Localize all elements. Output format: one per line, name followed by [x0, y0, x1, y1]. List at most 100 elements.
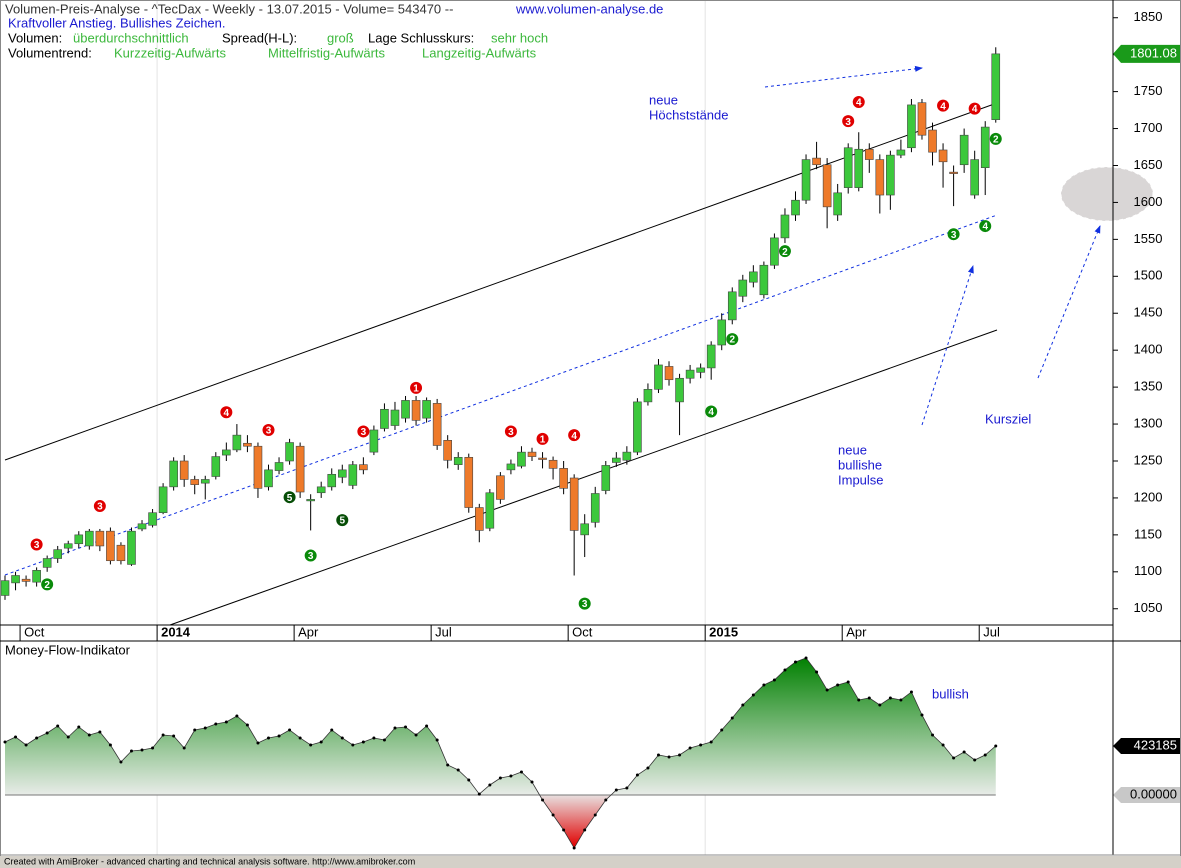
candle-body: [243, 442, 252, 447]
candle-body: [74, 534, 84, 545]
point: [836, 683, 840, 687]
point: [509, 774, 513, 778]
candle-body: [959, 134, 969, 166]
annotation: Höchststände: [649, 107, 729, 122]
point: [140, 748, 144, 752]
point: [952, 756, 956, 760]
panel-title: Money-Flow-Indikator: [5, 642, 131, 657]
signal-marker: [220, 406, 233, 419]
point: [783, 668, 787, 672]
y-tick-label: 1250: [1134, 452, 1163, 467]
drawings: [4, 65, 1154, 626]
point: [498, 776, 502, 780]
signal-marker: [536, 432, 549, 445]
candle-body: [928, 129, 937, 153]
annotation: bullishe: [838, 457, 882, 472]
point: [235, 714, 239, 718]
y-tick-label: 0.00000: [1130, 786, 1177, 801]
point: [45, 731, 49, 735]
point: [656, 753, 660, 757]
point: [551, 813, 555, 817]
candle-body: [348, 464, 358, 486]
info-value: überdurchschnittlich: [73, 30, 189, 45]
candle-body: [0, 580, 10, 596]
candle-body: [506, 463, 516, 471]
candle-body: [306, 499, 315, 502]
candle-body: [538, 457, 547, 460]
annotation: Kursziel: [985, 411, 1031, 426]
point: [583, 828, 587, 832]
signal-marker: [357, 425, 370, 438]
point: [751, 693, 755, 697]
candle-body: [200, 479, 210, 484]
candle-body: [285, 442, 294, 462]
candle-body: [369, 429, 379, 453]
candle-body: [622, 451, 632, 461]
plot: 1050 1100 1150 1200 1250 1300 1350 1400 1450 1500…: [0, 9, 1181, 850]
point: [477, 792, 481, 796]
y-tick-label: 1650: [1134, 157, 1163, 172]
candle-body: [980, 126, 990, 169]
point: [688, 746, 692, 750]
candle-body: [896, 149, 906, 156]
point: [804, 656, 808, 660]
point: [151, 746, 155, 750]
point: [267, 736, 270, 740]
candle-body: [295, 445, 305, 493]
candle-body: [801, 159, 811, 201]
y-tick-label: 1450: [1134, 305, 1163, 320]
point: [909, 690, 913, 694]
point: [815, 670, 819, 674]
signal-marker: [705, 405, 718, 418]
candle-body: [264, 469, 273, 488]
point: [77, 725, 81, 729]
signal-label: 1: [413, 383, 419, 394]
y-tick-label: 423185: [1134, 737, 1177, 752]
point: [66, 735, 70, 739]
footer: Created with AmiBroker - advanced charti…: [4, 856, 415, 866]
candle-body: [316, 486, 326, 494]
trend-value: Langzeitig-Aufwärts: [422, 45, 537, 60]
point: [678, 753, 682, 757]
signal-label: 3: [34, 540, 40, 551]
candle-body: [274, 462, 284, 471]
signal-label: 4: [708, 407, 714, 418]
y-tick-label: 1400: [1134, 342, 1163, 357]
candle-body: [85, 530, 94, 547]
candle-body: [21, 578, 31, 582]
candle-body: [612, 457, 621, 463]
point: [825, 688, 829, 692]
channel-lower: [169, 329, 998, 626]
y-tick-label: 1100: [1134, 563, 1162, 578]
candle-body: [222, 449, 231, 456]
signal-label: 3: [266, 426, 272, 437]
signal-marker: [778, 245, 791, 258]
signal-label: 2: [782, 247, 788, 258]
point: [878, 703, 882, 707]
candle-body: [453, 456, 463, 465]
point: [277, 734, 281, 738]
point: [635, 773, 639, 777]
candle-body: [633, 401, 642, 453]
grid: [156, 0, 706, 855]
point: [98, 730, 102, 734]
point: [593, 813, 597, 817]
point: [35, 736, 39, 740]
candle-body: [32, 570, 41, 583]
signal-marker: [262, 423, 275, 436]
signal-marker: [410, 381, 423, 394]
point: [382, 738, 386, 742]
point: [288, 728, 292, 732]
point: [119, 760, 123, 764]
candle-body: [337, 469, 347, 478]
candle-body: [580, 523, 590, 536]
candle-body: [907, 104, 916, 149]
point: [435, 738, 439, 742]
point: [994, 744, 998, 748]
point: [425, 724, 429, 728]
point: [182, 746, 186, 750]
candle-body: [601, 465, 611, 491]
point: [720, 728, 724, 732]
point: [931, 733, 935, 737]
